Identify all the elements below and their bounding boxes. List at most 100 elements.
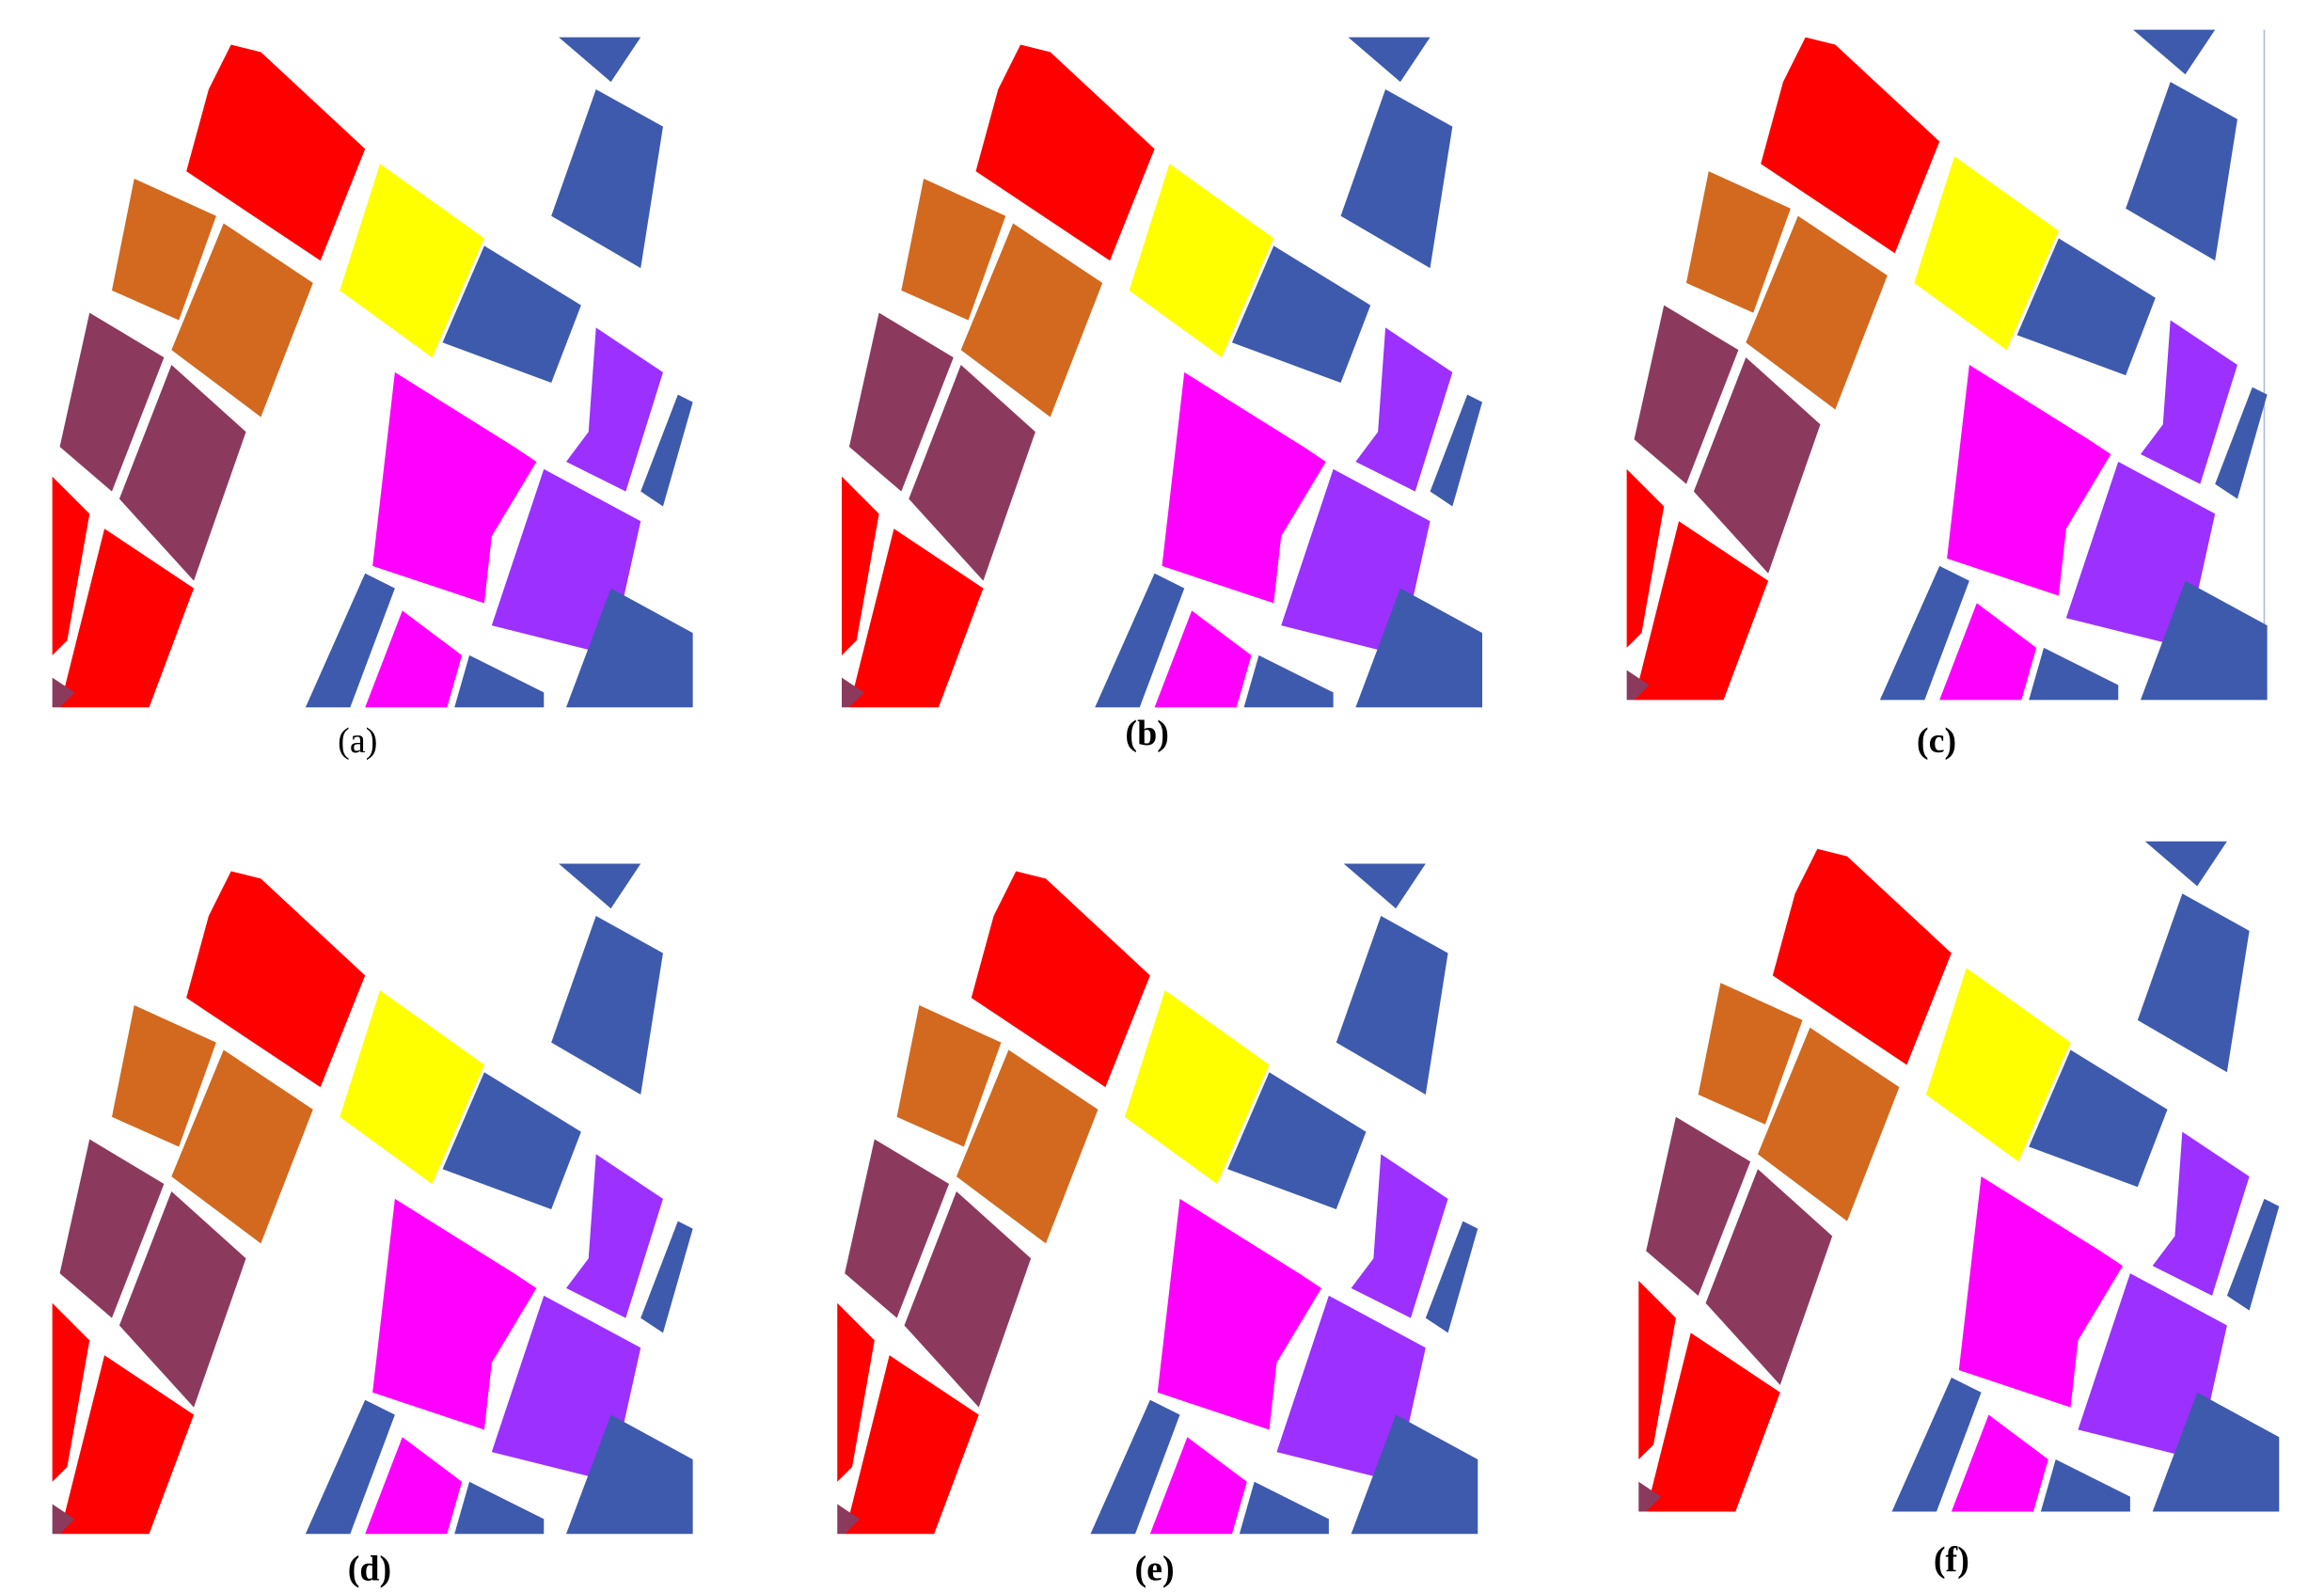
speckle [844, 1030, 848, 1034]
speckle [888, 936, 893, 940]
speckle [837, 1213, 842, 1218]
speckle [1394, 1317, 1399, 1322]
speckle [1291, 1049, 1296, 1054]
speckle [1373, 1086, 1378, 1091]
speckle [1473, 914, 1478, 919]
speckle [1349, 1223, 1353, 1228]
speckle [1206, 1010, 1210, 1016]
speckle [1152, 1176, 1157, 1181]
speckle [1152, 1154, 1157, 1159]
speckle [1451, 880, 1456, 885]
speckle [1053, 1321, 1058, 1326]
speckle [1250, 954, 1255, 958]
speckle [1077, 1338, 1082, 1343]
speckle [1301, 1321, 1305, 1326]
speckle [862, 1311, 867, 1316]
speckle [1124, 1233, 1129, 1237]
speckle [985, 1424, 989, 1428]
speckle [1459, 1154, 1463, 1159]
speckle [1076, 883, 1081, 888]
speckle [1135, 1160, 1140, 1165]
speckle [1343, 870, 1348, 875]
speckle [838, 952, 843, 956]
speckle [1395, 1159, 1399, 1164]
speckle [1284, 899, 1288, 904]
speckle [1447, 890, 1451, 894]
speckle [1149, 1138, 1154, 1143]
speckle [840, 867, 845, 872]
speckle [1273, 1252, 1277, 1256]
speckle [857, 1194, 862, 1199]
field-map [841, 37, 1483, 708]
field-map [52, 37, 693, 708]
speckle [1475, 1011, 1478, 1016]
speckle [1357, 1260, 1362, 1265]
speckle [901, 879, 906, 884]
speckle [946, 916, 951, 921]
speckle [1218, 1181, 1223, 1187]
speckle [862, 1162, 866, 1167]
speckle [848, 949, 853, 954]
speckle [1474, 1146, 1478, 1151]
speckle [1220, 930, 1225, 935]
speckle [1288, 926, 1293, 931]
speckle [1159, 993, 1163, 999]
speckle [1273, 1442, 1277, 1446]
speckle [1310, 1490, 1315, 1495]
speckle [939, 1145, 943, 1150]
speckle [1152, 996, 1157, 1001]
speckle [1364, 1148, 1368, 1153]
speckle [1156, 1369, 1161, 1374]
speckle [1286, 1053, 1290, 1058]
speckle [1161, 1325, 1165, 1330]
speckle [1307, 1088, 1312, 1093]
speckle [1373, 1089, 1378, 1094]
speckle [1153, 945, 1158, 950]
speckle [886, 870, 891, 875]
speckle [1160, 1227, 1164, 1232]
speckle [1130, 1057, 1134, 1063]
speckle [948, 1005, 953, 1010]
speckle [1241, 1004, 1246, 1010]
speckle [1303, 1472, 1307, 1476]
speckle [1323, 1069, 1328, 1074]
speckle [1193, 1186, 1197, 1190]
speckle [1062, 1280, 1067, 1285]
speckle [1241, 960, 1246, 965]
speckle [1375, 1311, 1380, 1316]
speckle [1473, 1001, 1478, 1006]
speckle [1188, 998, 1193, 1003]
speckle [1043, 1320, 1048, 1325]
speckle [1039, 1266, 1044, 1270]
speckle [1303, 1205, 1307, 1209]
speckle [1090, 1148, 1094, 1153]
speckle [1116, 1436, 1121, 1441]
speckle [1409, 889, 1414, 892]
speckle [1281, 1255, 1286, 1260]
speckle [1262, 908, 1267, 913]
speckle [1464, 1429, 1469, 1434]
speckle [1331, 1508, 1336, 1513]
speckle [1129, 1161, 1133, 1167]
speckle [1245, 924, 1250, 929]
speckle [889, 930, 893, 935]
speckle [1466, 1183, 1471, 1188]
speckle [1236, 1006, 1241, 1012]
speckle [1429, 1341, 1433, 1346]
speckle [1258, 1027, 1263, 1032]
speckle [864, 1018, 869, 1023]
speckle [1248, 1019, 1252, 1025]
speckle [1116, 1070, 1121, 1075]
classification-map [1638, 841, 2280, 1512]
speckle [1198, 1176, 1203, 1182]
speckle [880, 1104, 884, 1108]
speckle [1241, 969, 1246, 973]
speckle [1347, 1499, 1352, 1503]
speckle [1449, 1049, 1454, 1054]
speckle [872, 1369, 877, 1374]
speckle [1466, 999, 1471, 1003]
speckle [1478, 1530, 1481, 1534]
classification-map [52, 863, 693, 1535]
speckle [985, 1202, 989, 1206]
speckle [1232, 1004, 1237, 1010]
